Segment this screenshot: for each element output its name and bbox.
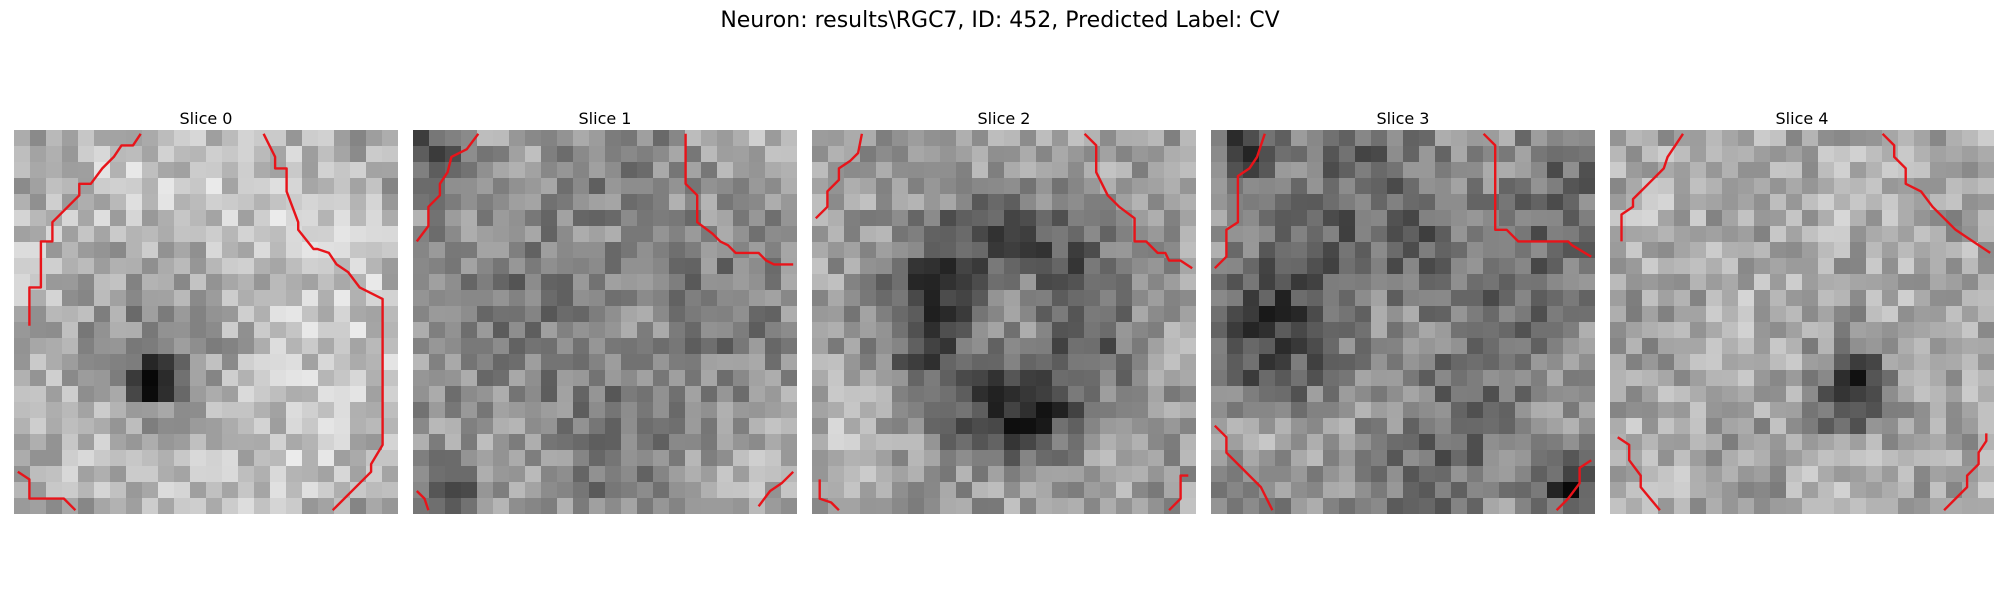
contour-line [1213,424,1274,511]
contour-line [415,490,430,511]
slice-image-4 [1610,130,1994,514]
pixel-grid [14,130,398,514]
pixel-grid [1211,130,1595,514]
slice-title: Slice 0 [179,109,233,128]
slice-image-3 [1211,130,1595,514]
contour-line [1881,132,1991,254]
contour-line [1555,459,1592,512]
contour-line [818,479,840,512]
slice-title: Slice 4 [1775,109,1829,128]
contour-line [415,133,480,243]
slice-image-2 [812,130,1196,514]
slice-panel-3: Slice 3 [1211,108,1595,514]
slice-panel-4: Slice 4 [1610,108,1994,514]
contour-line [28,133,142,326]
contour-line [1617,436,1661,511]
slice-title: Slice 1 [578,109,632,128]
slice-image-0 [14,130,398,514]
contour-line [17,470,77,512]
slice-title: Slice 3 [1376,109,1430,128]
contour-line [684,133,794,266]
pixel-grid [413,130,797,514]
pixel-grid [1610,130,1994,514]
contour-line [814,133,864,220]
contour-line [1482,132,1592,258]
pixel-grid [812,130,1196,514]
contour-line [757,470,795,508]
slice-panel-0: Slice 0 [14,108,398,514]
slice-panel-2: Slice 2 [812,108,1196,514]
slice-image-1 [413,130,797,514]
contour-line [1943,433,1988,512]
slice-title: Slice 2 [977,109,1031,128]
contour-line [1083,132,1193,270]
contour-line [262,133,384,512]
contour-line [1168,474,1189,512]
contour-line [1213,133,1266,270]
figure-title: Neuron: results\RGC7, ID: 452, Predicted… [720,8,1280,33]
contour-line [1620,133,1684,242]
slice-panel-1: Slice 1 [413,108,797,514]
